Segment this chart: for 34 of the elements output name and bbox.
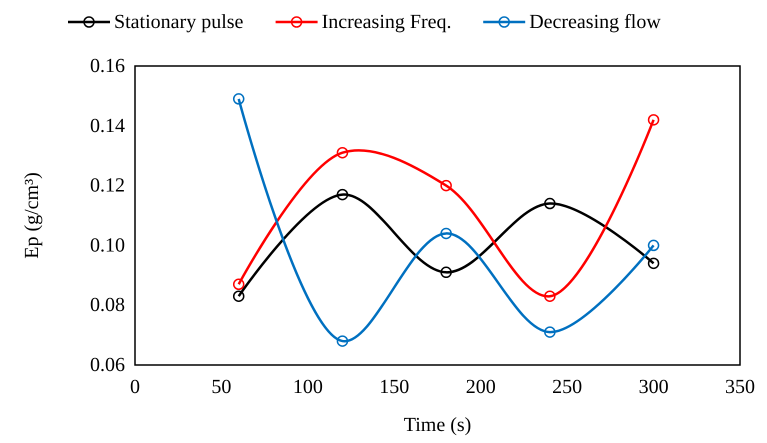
point [440,228,452,240]
x-tick-label: 200 [466,376,496,398]
point [336,335,348,347]
point [232,290,244,302]
legend-label: Decreasing flow [529,11,662,33]
point [648,114,660,126]
y-tick-label: 0.16 [90,55,125,77]
x-tick-label: 100 [292,376,323,398]
y-axis-title: Ep (g/cm³) [21,172,43,259]
x-tick-label: 50 [211,376,232,398]
y-tick-label: 0.14 [90,114,125,137]
x-axis-title: Time (s) [404,414,472,436]
y-tick-label: 0.12 [90,174,125,197]
point [232,278,244,290]
point [440,266,452,278]
y-tick-label: 0.10 [90,234,125,256]
point [544,198,556,210]
x-tick-label: 250 [552,376,582,398]
x-tick-label: 150 [379,376,410,398]
point [544,326,556,338]
x-tick-label: 350 [725,376,755,398]
point [232,93,244,105]
point [648,258,660,270]
y-tick-label: 0.08 [90,294,125,316]
point [336,188,348,200]
point [336,146,348,158]
point [648,240,660,252]
x-tick-label: 0 [130,376,140,398]
y-tick-label: 0.06 [90,354,125,376]
point [440,180,452,192]
x-tick-label: 300 [638,376,669,398]
point [544,290,556,302]
legend-label: Increasing Freq. [322,11,452,33]
legend-label: Stationary pulse [114,11,244,33]
